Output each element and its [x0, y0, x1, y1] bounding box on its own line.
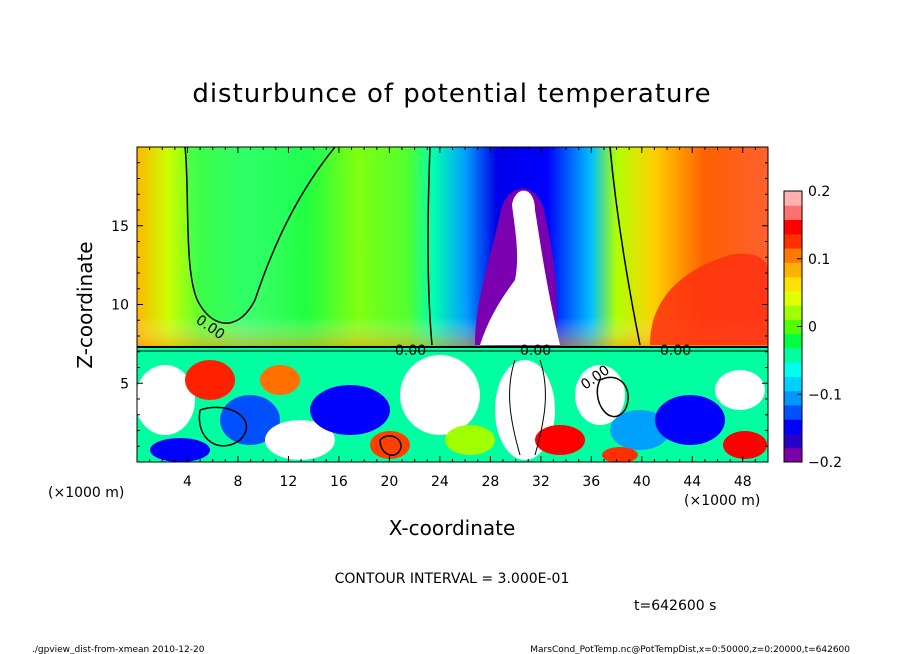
colorbar	[784, 191, 802, 463]
colorbar-swatch	[784, 191, 802, 206]
x-tick-label: 28	[481, 474, 499, 490]
x-tick-label: 40	[633, 474, 651, 490]
footer-left: ./gpview_dist-from-xmean 2010-12-20	[32, 645, 205, 654]
svg-text:0.00: 0.00	[395, 343, 426, 359]
x-tick-label: 48	[734, 474, 752, 490]
plot-area: 0.00 0.00 0.00 0.00 0.00	[137, 147, 768, 462]
colorbar-swatch	[784, 205, 802, 221]
colorbar-swatch	[784, 262, 802, 278]
x-tick-label: 8	[233, 474, 242, 490]
colorbar-swatch	[784, 347, 802, 363]
colorbar-ticks: 0.2 0.1 0 −0.1 −0.2	[797, 184, 842, 471]
x-tick-label: 36	[582, 474, 600, 490]
x-tick-label: 32	[532, 474, 550, 490]
x-axis-ticks: 4 8 12 16 20 24 28 32 36 40 44 48	[149, 147, 756, 490]
colorbar-swatch	[784, 390, 802, 406]
colorbar-tick-label: 0.2	[808, 184, 830, 200]
colorbar-swatch	[784, 376, 802, 392]
colorbar-swatch	[784, 362, 802, 377]
colorbar-swatch	[784, 433, 802, 449]
colorbar-swatch	[784, 248, 802, 263]
time-label: t=642600 s	[634, 598, 716, 614]
hot-region	[650, 253, 768, 345]
colorbar-swatch	[784, 333, 802, 349]
y-tick-label: 10	[111, 298, 129, 314]
x-axis-label: X-coordinate	[389, 516, 516, 540]
x-tick-label: 16	[330, 474, 348, 490]
white-plume	[480, 190, 560, 345]
y-axis-ticks: 5 10 15	[111, 162, 768, 447]
y-tick-label: 15	[111, 219, 129, 235]
x-tick-label: 44	[683, 474, 701, 490]
y-tick-label: 5	[120, 376, 129, 392]
y-unit-label: (×1000 m)	[48, 485, 124, 501]
colorbar-swatch	[784, 276, 802, 292]
contour-lines	[137, 147, 768, 456]
svg-text:0.00: 0.00	[660, 343, 691, 359]
colorbar-swatch	[784, 233, 802, 249]
colorbar-swatch	[784, 219, 802, 235]
colorbar-tick-label: −0.2	[808, 455, 842, 471]
x-tick-label: 4	[183, 474, 192, 490]
colorbar-swatch	[784, 419, 802, 434]
colorbar-swatch	[784, 319, 802, 335]
chart-title: disturbunce of potential temperature	[192, 79, 711, 109]
colorbar-swatch	[784, 447, 802, 463]
footer-right: MarsCond_PotTemp.nc@PotTempDist,x=0:5000…	[530, 645, 850, 654]
colorbar-swatch	[784, 305, 802, 320]
svg-text:0.00: 0.00	[520, 343, 551, 359]
y-axis-label: Z-coordinate	[73, 241, 97, 368]
contour-interval: CONTOUR INTERVAL = 3.000E-01	[335, 571, 570, 587]
colorbar-swatch	[784, 290, 802, 306]
x-unit-label: (×1000 m)	[684, 493, 760, 509]
green-lobe	[185, 147, 335, 324]
colorbar-tick-label: 0	[808, 320, 817, 336]
x-tick-label: 20	[380, 474, 398, 490]
x-tick-label: 24	[431, 474, 449, 490]
colorbar-swatch	[784, 404, 802, 420]
colorbar-tick-label: −0.1	[808, 387, 842, 403]
x-tick-label: 12	[280, 474, 298, 490]
colorbar-tick-label: 0.1	[808, 252, 830, 268]
